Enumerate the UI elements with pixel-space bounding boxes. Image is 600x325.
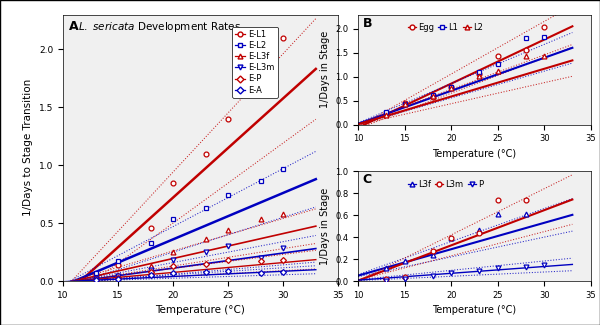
Legend: Egg, L1, L2: Egg, L1, L2: [404, 20, 486, 35]
X-axis label: Temperature (°C): Temperature (°C): [155, 306, 245, 315]
X-axis label: Temperature (°C): Temperature (°C): [433, 149, 517, 159]
X-axis label: Temperature (°C): Temperature (°C): [433, 306, 517, 315]
Text: C: C: [363, 173, 372, 186]
Text: $\it{L.\ sericata}$ Development Rates: $\it{L.\ sericata}$ Development Rates: [77, 20, 241, 34]
Text: A: A: [68, 20, 78, 33]
Legend: E-L1, E-L2, E-L3f, E-L3m, E-P, E-A: E-L1, E-L2, E-L3f, E-L3m, E-P, E-A: [232, 27, 278, 98]
Y-axis label: 1/Days in Stage: 1/Days in Stage: [320, 31, 330, 108]
Y-axis label: 1/Days to Stage Transition: 1/Days to Stage Transition: [23, 79, 34, 216]
Y-axis label: 1/Days in Stage: 1/Days in Stage: [320, 188, 329, 265]
Text: B: B: [363, 17, 372, 30]
Legend: L3f, L3m, P: L3f, L3m, P: [404, 176, 487, 192]
